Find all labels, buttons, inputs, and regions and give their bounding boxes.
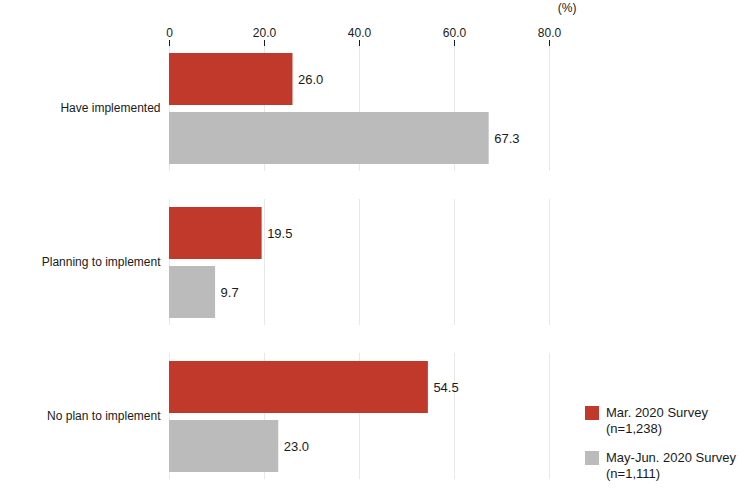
svg-text:Have implemented: Have implemented (60, 101, 160, 115)
svg-text:19.5: 19.5 (267, 226, 292, 241)
svg-text:80.0: 80.0 (538, 26, 562, 40)
svg-text:67.3: 67.3 (494, 131, 519, 146)
svg-text:40.0: 40.0 (348, 26, 372, 40)
html-text:Mar. 2020 Survey (n=1,238): Mar. 2020 Survey (n=1,238) (606, 405, 708, 437)
html-text:May-Jun. 2020 Survey (n=1,111): May-Jun. 2020 Survey (n=1,111) (606, 449, 737, 481)
svg-text:20.0: 20.0 (253, 26, 277, 40)
svg-text:No plan to implement: No plan to implement (47, 409, 161, 423)
svg-text:60.0: 60.0 (443, 26, 467, 40)
svg-text:9.7: 9.7 (221, 285, 239, 300)
svg-text:23.0: 23.0 (284, 439, 309, 454)
svg-text:Planning to implement: Planning to implement (42, 255, 161, 269)
svg-text:0: 0 (166, 26, 173, 40)
svg-text:(%): (%) (558, 1, 577, 15)
svg-text:26.0: 26.0 (298, 72, 323, 87)
svg-text:54.5: 54.5 (433, 380, 458, 395)
